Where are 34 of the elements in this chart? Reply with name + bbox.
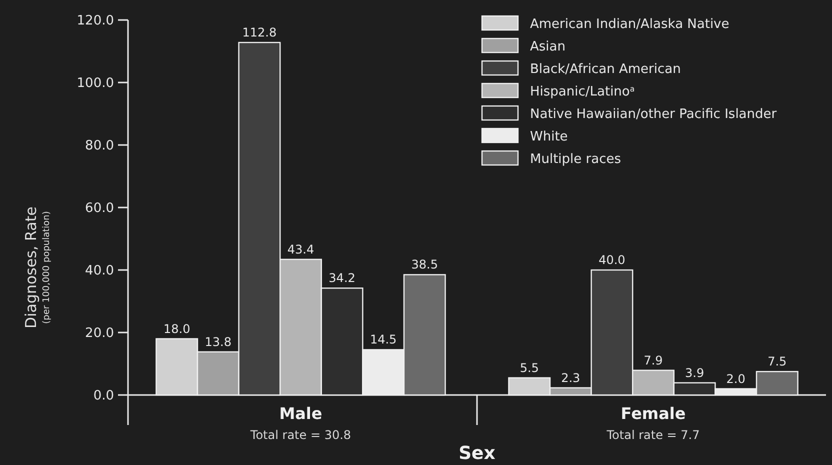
data-label: 2.0 — [726, 372, 746, 386]
data-label: 5.5 — [520, 360, 539, 375]
y-tick-label: 20.0 — [85, 326, 114, 342]
data-label: 112.8 — [242, 26, 277, 40]
text: Total rate = 7.7 — [606, 428, 700, 442]
legend-label: White — [530, 130, 568, 144]
y-axis-title: Diagnoses, Rate (per 100,000 population) — [22, 206, 52, 328]
data-label: 43.4 — [287, 242, 314, 256]
data-label: 18.0 — [163, 322, 190, 336]
y-tick-label: 80.0 — [85, 138, 114, 154]
legend-label: American Indian/Alaska Native — [530, 17, 730, 32]
legend-label: Native Hawaiian/other Pacific Islander — [530, 107, 778, 122]
legend-label: Multiple races — [530, 152, 622, 167]
legend-label: Black/African American — [530, 62, 681, 77]
x-tick-label: Male — [279, 404, 322, 423]
y-tick-label: 0.0 — [93, 388, 114, 404]
data-label: 40.0 — [598, 253, 626, 267]
y-tick-label: 120.0 — [76, 14, 114, 29]
legend-label: Asian — [530, 40, 566, 54]
x-axis-title: Sex — [458, 443, 496, 464]
data-label: 14.5 — [370, 332, 397, 347]
data-label: 34.2 — [328, 271, 356, 286]
y-tick-label: 60.0 — [85, 201, 114, 216]
text: Total rate = 30.8 — [249, 428, 352, 442]
data-label: 13.8 — [204, 334, 232, 349]
data-label: 7.9 — [644, 353, 663, 368]
y-tick-label: 40.0 — [85, 264, 114, 279]
data-label: 7.5 — [768, 354, 787, 369]
data-label: 2.3 — [561, 370, 580, 385]
x-tick-label: Female — [620, 404, 686, 423]
legend-label: Hispanic/Latino$^{a}$ — [530, 84, 635, 100]
data-label: 38.5 — [411, 258, 438, 272]
data-label: 3.9 — [685, 366, 704, 380]
y-tick-label: 100.0 — [76, 76, 114, 92]
